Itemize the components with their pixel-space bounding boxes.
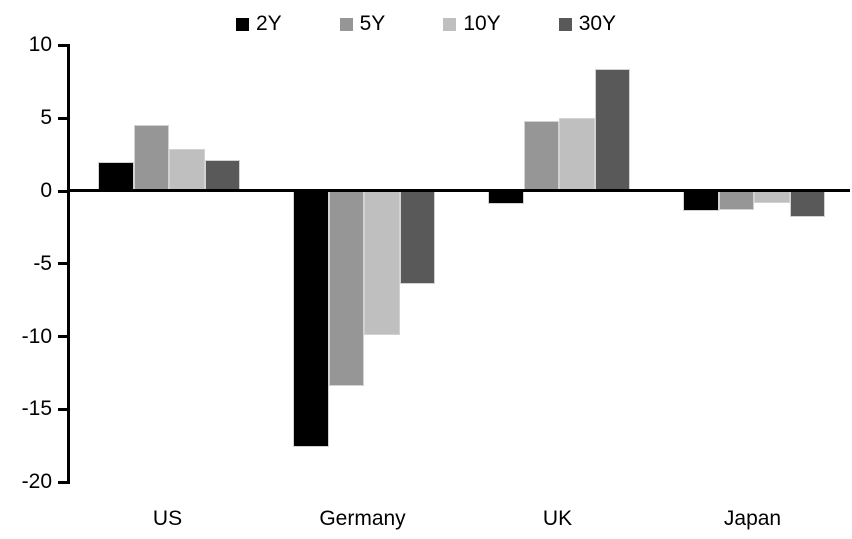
y-axis-tick-label: 10 bbox=[28, 33, 52, 57]
legend-label: 30Y bbox=[578, 12, 617, 35]
y-axis-tick bbox=[58, 116, 67, 120]
x-axis-category-label: UK bbox=[542, 507, 573, 530]
y-axis-tick bbox=[58, 262, 67, 266]
bar-5y-japan bbox=[718, 191, 754, 210]
bar-2y-japan bbox=[683, 191, 719, 212]
legend-swatch-icon bbox=[339, 17, 353, 31]
legend-swatch-icon bbox=[235, 17, 249, 31]
legend-item-10y: 10Y bbox=[443, 11, 501, 37]
legend-label: 5Y bbox=[359, 12, 386, 35]
y-axis-tick-label: 5 bbox=[40, 106, 52, 130]
legend-item-5y: 5Y bbox=[339, 11, 386, 37]
y-axis-tick-label: -5 bbox=[33, 251, 52, 275]
y-axis-tick bbox=[58, 407, 67, 411]
bar-10y-japan bbox=[754, 191, 790, 203]
legend-item-2y: 2Y bbox=[235, 11, 282, 37]
bar-30y-uk bbox=[594, 68, 630, 191]
y-axis-tick-label: 0 bbox=[40, 179, 52, 202]
bar-2y-us bbox=[98, 161, 134, 191]
x-axis-zero-line bbox=[70, 189, 850, 192]
x-axis-category-label: Germany bbox=[319, 507, 406, 530]
bar-30y-us bbox=[204, 160, 240, 191]
bar-2y-uk bbox=[488, 191, 524, 205]
legend-label: 10Y bbox=[463, 12, 501, 35]
y-axis-tick bbox=[58, 189, 67, 193]
legend-swatch-icon bbox=[558, 17, 572, 31]
legend-swatch-icon bbox=[443, 17, 457, 31]
chart-legend: 2Y 5Y 10Y 30Y bbox=[0, 11, 852, 37]
x-axis-category-label: Japan bbox=[723, 507, 782, 530]
bar-2y-germany bbox=[293, 191, 329, 448]
y-axis-line bbox=[67, 44, 70, 484]
bar-5y-uk bbox=[523, 121, 559, 191]
y-axis-tick bbox=[58, 480, 67, 484]
y-axis-tick-label: -10 bbox=[21, 324, 52, 348]
x-axis-category-label: US bbox=[152, 507, 183, 530]
legend-item-30y: 30Y bbox=[558, 11, 617, 37]
y-axis-tick-label: -15 bbox=[21, 397, 52, 421]
bar-10y-germany bbox=[364, 191, 400, 336]
y-axis-tick-label: -20 bbox=[21, 470, 52, 494]
bar-10y-us bbox=[169, 148, 205, 191]
legend-label: 2Y bbox=[255, 12, 282, 35]
bar-30y-japan bbox=[789, 191, 825, 218]
bar-5y-germany bbox=[328, 191, 364, 387]
bar-10y-uk bbox=[559, 118, 595, 191]
y-axis-tick bbox=[58, 335, 67, 339]
y-axis-tick bbox=[58, 43, 67, 47]
bar-30y-germany bbox=[399, 191, 435, 285]
bar-5y-us bbox=[133, 125, 169, 191]
